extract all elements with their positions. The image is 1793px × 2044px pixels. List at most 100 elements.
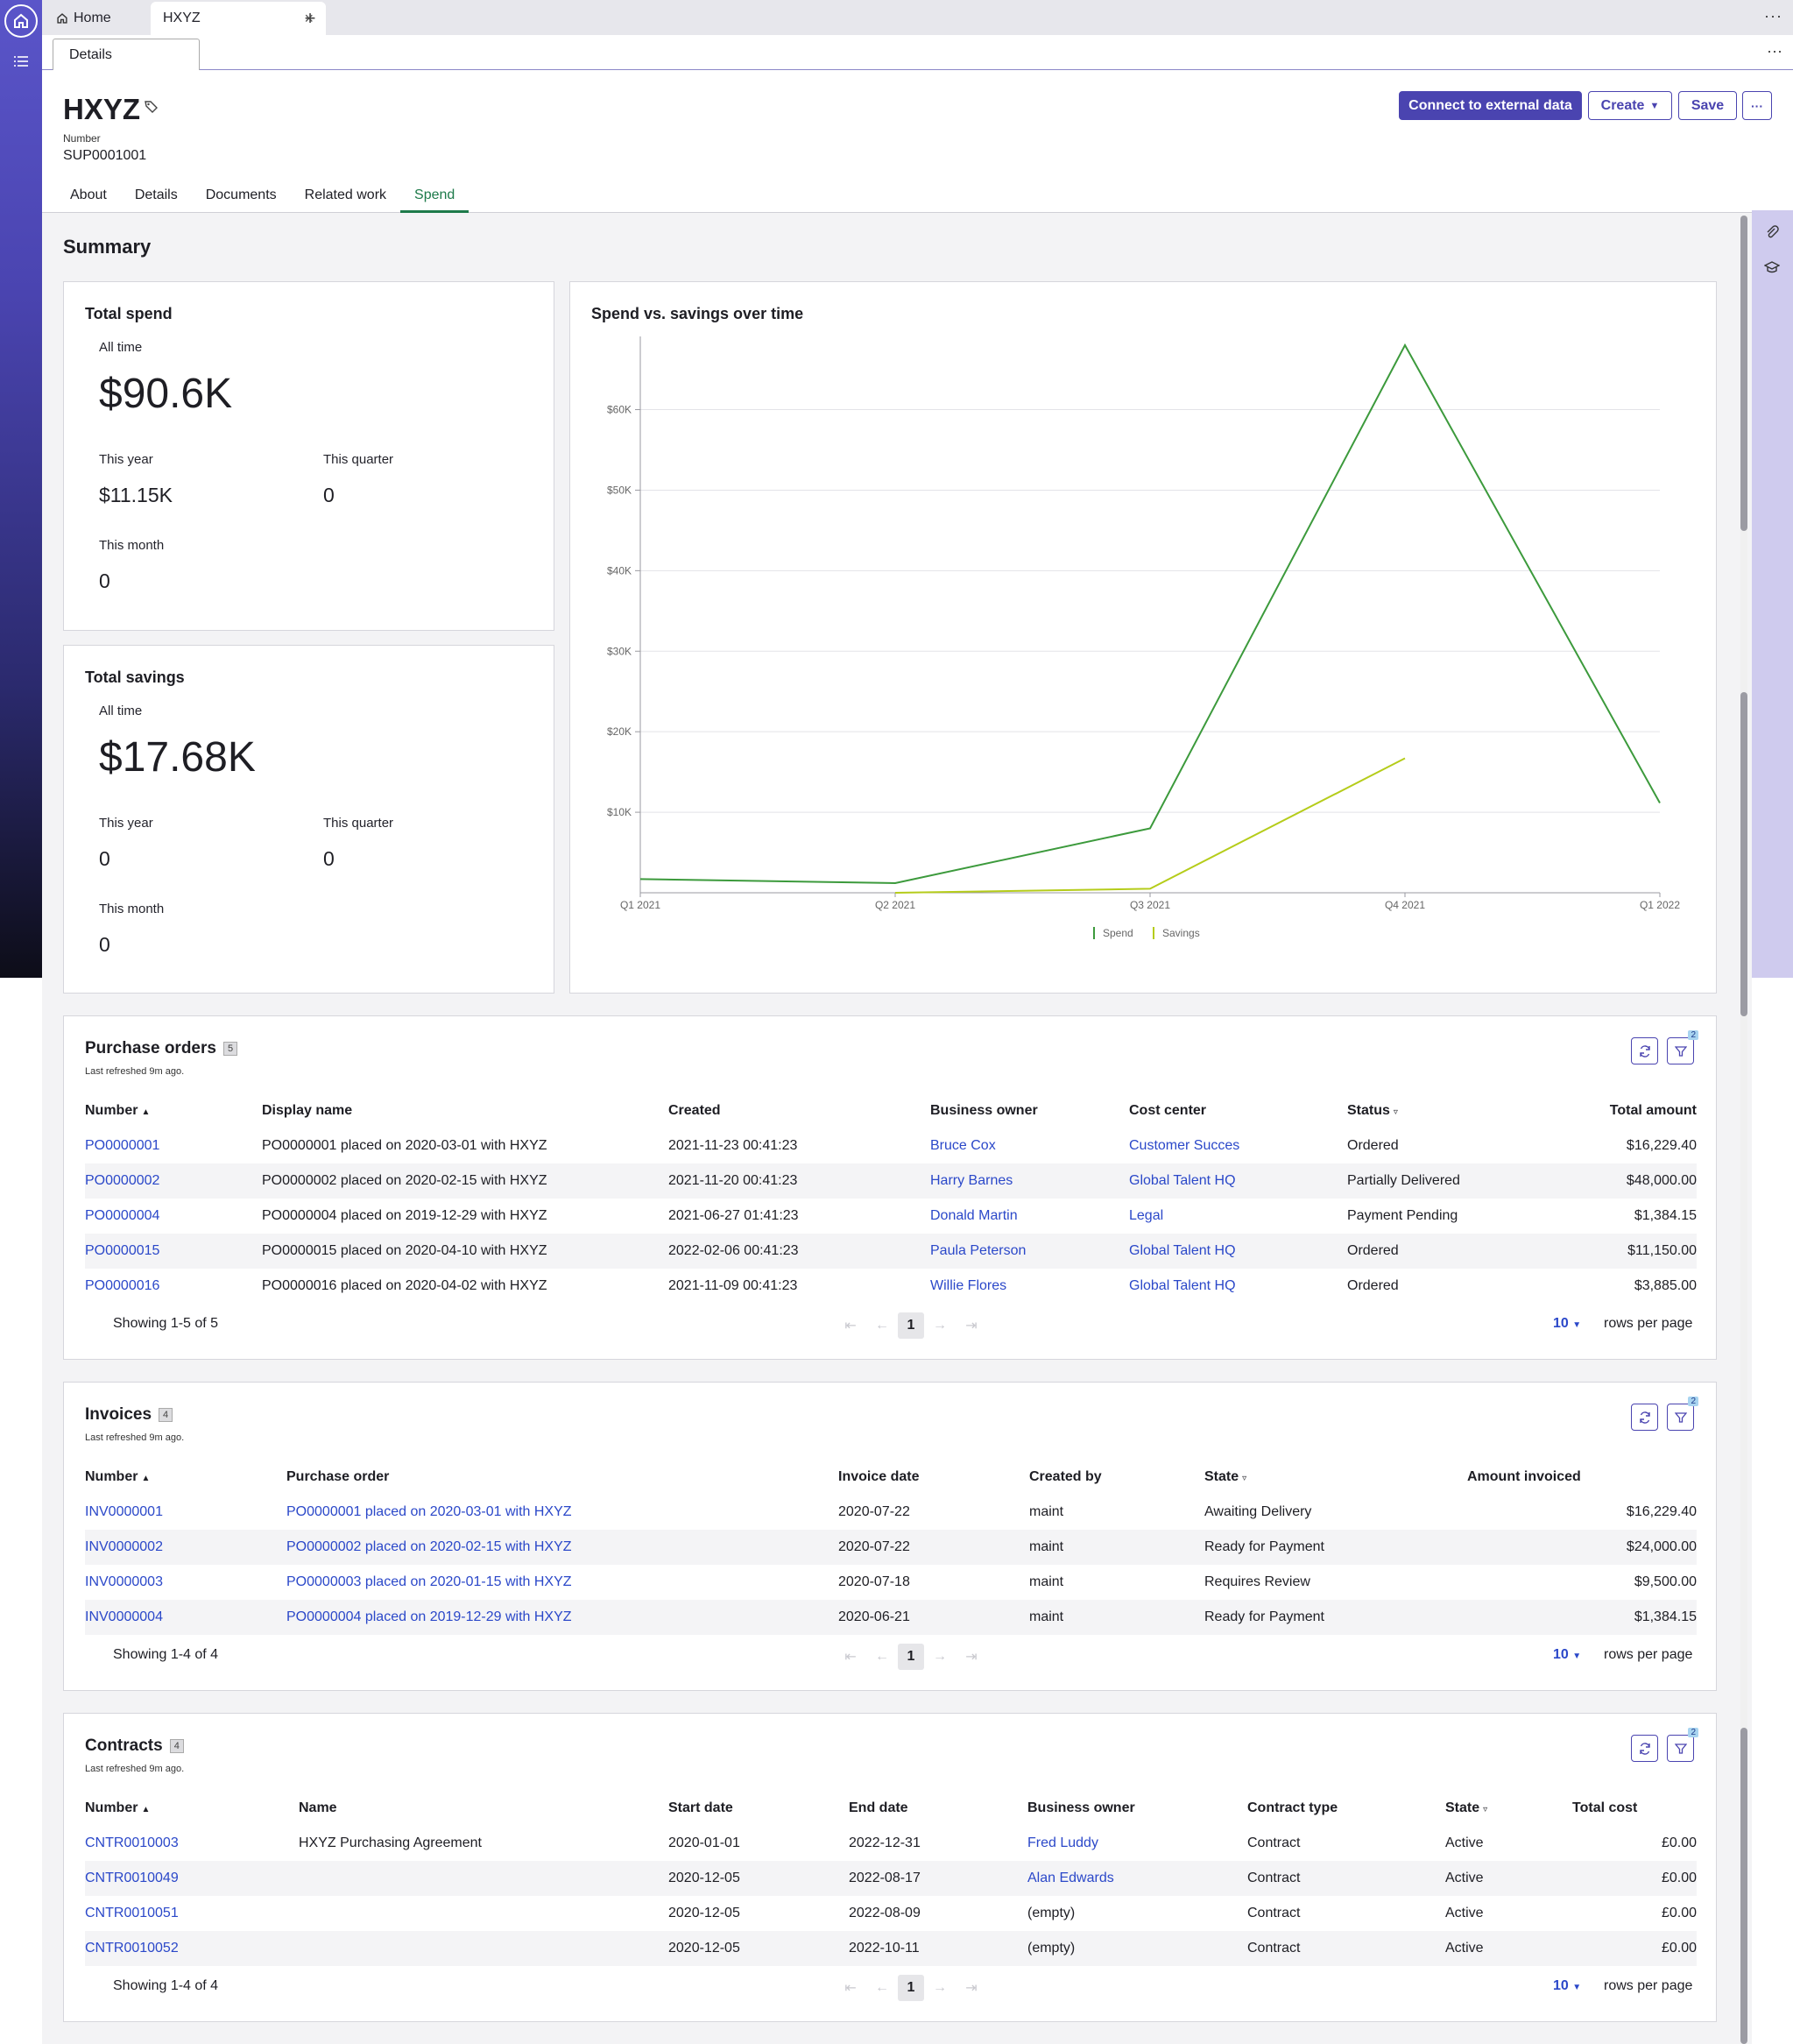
last-page-icon[interactable]: ⇥ — [965, 1650, 978, 1665]
first-page-icon[interactable]: ⇤ — [844, 1981, 857, 1996]
refresh-button[interactable] — [1631, 1735, 1658, 1762]
business-owner-link[interactable]: Willie Flores — [930, 1278, 1007, 1293]
column-header-total-cost[interactable]: Total cost — [1572, 1800, 1638, 1815]
business-owner-link[interactable]: Fred Luddy — [1027, 1835, 1098, 1850]
prev-page-icon[interactable]: ← — [875, 1649, 889, 1664]
column-header-created-by[interactable]: Created by — [1029, 1469, 1102, 1484]
page-number[interactable]: 1 — [898, 1975, 924, 2001]
business-owner-link[interactable]: Paula Peterson — [930, 1243, 1027, 1258]
column-header-state[interactable]: State ▿ — [1204, 1460, 1467, 1495]
contract-number-link[interactable]: CNTR0010003 — [85, 1835, 179, 1850]
cost-center-link[interactable]: Global Talent HQ — [1129, 1278, 1236, 1293]
refresh-button[interactable] — [1631, 1037, 1658, 1064]
cost-center-link[interactable]: Legal — [1129, 1208, 1164, 1223]
tab-spend[interactable]: Spend — [400, 187, 469, 213]
purchase-order-link[interactable]: PO0000002 placed on 2020-02-15 with HXYZ — [286, 1539, 572, 1554]
contract-number-link[interactable]: CNTR0010052 — [85, 1941, 179, 1956]
column-header-start-date[interactable]: Start date — [668, 1800, 733, 1815]
column-header-business-owner[interactable]: Business owner — [1027, 1800, 1135, 1815]
column-header-total-amount[interactable]: Total amount — [1609, 1103, 1697, 1118]
cost-center-link[interactable]: Customer Succes — [1129, 1138, 1240, 1153]
filter-button[interactable]: 2 — [1667, 1728, 1698, 1762]
filter-icon: ▿ — [1242, 1474, 1247, 1483]
scrollbar-thumb[interactable] — [1740, 692, 1747, 1016]
tab-record[interactable]: HXYZ × — [151, 2, 326, 35]
column-header-state[interactable]: State ▿ — [1445, 1791, 1572, 1826]
tab-documents[interactable]: Documents — [205, 187, 277, 202]
first-page-icon[interactable]: ⇤ — [844, 1319, 857, 1333]
subtab-details[interactable]: Details — [53, 39, 200, 71]
last-page-icon[interactable]: ⇥ — [965, 1981, 978, 1996]
po-number-link[interactable]: PO0000002 — [85, 1173, 160, 1188]
prev-page-icon[interactable]: ← — [875, 1318, 889, 1333]
add-tab-button[interactable]: + — [304, 7, 316, 29]
page-number[interactable]: 1 — [898, 1644, 924, 1670]
next-page-icon[interactable]: → — [933, 1649, 947, 1664]
invoice-number-link[interactable]: INV0000001 — [85, 1504, 163, 1519]
business-owner-link[interactable]: Bruce Cox — [930, 1138, 996, 1153]
tab-related-work[interactable]: Related work — [304, 187, 387, 202]
column-header-display-name[interactable]: Display name — [262, 1103, 353, 1118]
first-page-icon[interactable]: ⇤ — [844, 1650, 857, 1665]
purchase-order-link[interactable]: PO0000003 placed on 2020-01-15 with HXYZ — [286, 1574, 572, 1589]
purchase-order-link[interactable]: PO0000004 placed on 2019-12-29 with HXYZ — [286, 1609, 572, 1624]
more-icon[interactable]: ··· — [1764, 7, 1782, 25]
po-number-link[interactable]: PO0000004 — [85, 1208, 160, 1223]
paperclip-icon[interactable] — [1764, 224, 1780, 240]
save-button[interactable]: Save — [1678, 91, 1737, 120]
cost-center-link[interactable]: Global Talent HQ — [1129, 1243, 1236, 1258]
column-header-business-owner[interactable]: Business owner — [930, 1103, 1038, 1118]
page-number[interactable]: 1 — [898, 1312, 924, 1339]
home-icon[interactable] — [4, 4, 38, 38]
column-header-contract-type[interactable]: Contract type — [1247, 1800, 1338, 1815]
business-owner-link[interactable]: Harry Barnes — [930, 1173, 1013, 1188]
rows-per-page-select[interactable]: 10 ▼ — [1553, 1978, 1581, 1994]
more-icon[interactable]: ··· — [1767, 42, 1782, 60]
list-icon[interactable] — [12, 53, 30, 70]
close-icon[interactable]: × — [304, 9, 314, 27]
invoice-number-link[interactable]: INV0000003 — [85, 1574, 163, 1589]
prev-page-icon[interactable]: ← — [875, 1980, 889, 1995]
po-number-link[interactable]: PO0000015 — [85, 1243, 160, 1258]
scrollbar-thumb[interactable] — [1740, 1728, 1747, 2044]
column-header-number[interactable]: Number ▲ — [85, 1791, 299, 1826]
rows-per-page-select[interactable]: 10 ▼ — [1553, 1316, 1581, 1332]
column-header-purchase-order[interactable]: Purchase order — [286, 1469, 390, 1484]
tab-home[interactable]: Home — [49, 2, 145, 35]
tag-icon[interactable] — [144, 99, 159, 115]
more-actions-button[interactable]: ··· — [1742, 91, 1772, 120]
invoice-number-link[interactable]: INV0000004 — [85, 1609, 163, 1624]
column-header-invoice-date[interactable]: Invoice date — [838, 1469, 920, 1484]
column-header-created[interactable]: Created — [668, 1103, 721, 1118]
column-header-status[interactable]: Status ▿ — [1347, 1093, 1550, 1128]
column-header-cost-center[interactable]: Cost center — [1129, 1103, 1207, 1118]
scrollbar[interactable] — [1740, 216, 1747, 2044]
column-header-number[interactable]: Number ▲ — [85, 1460, 286, 1495]
last-page-icon[interactable]: ⇥ — [965, 1319, 978, 1333]
cost-center-link[interactable]: Global Talent HQ — [1129, 1173, 1236, 1188]
column-header-amount-invoiced[interactable]: Amount invoiced — [1467, 1469, 1581, 1484]
column-header-end-date[interactable]: End date — [849, 1800, 908, 1815]
column-header-name[interactable]: Name — [299, 1800, 337, 1815]
column-header-number[interactable]: Number ▲ — [85, 1093, 262, 1128]
graduation-cap-icon[interactable] — [1763, 259, 1781, 275]
invoice-number-link[interactable]: INV0000002 — [85, 1539, 163, 1554]
tab-details[interactable]: Details — [134, 187, 178, 202]
business-owner-link[interactable]: Alan Edwards — [1027, 1871, 1114, 1885]
filter-button[interactable]: 2 — [1667, 1030, 1698, 1064]
purchase-order-link[interactable]: PO0000001 placed on 2020-03-01 with HXYZ — [286, 1504, 572, 1519]
tab-about[interactable]: About — [70, 187, 107, 202]
business-owner-link[interactable]: Donald Martin — [930, 1208, 1018, 1223]
next-page-icon[interactable]: → — [933, 1318, 947, 1333]
rows-per-page-select[interactable]: 10 ▼ — [1553, 1647, 1581, 1663]
connect-external-data-button[interactable]: Connect to external data — [1399, 91, 1582, 120]
create-button[interactable]: Create ▼ — [1588, 91, 1672, 120]
po-number-link[interactable]: PO0000016 — [85, 1278, 160, 1293]
scrollbar-thumb[interactable] — [1740, 216, 1747, 531]
filter-button[interactable]: 2 — [1667, 1397, 1698, 1431]
refresh-button[interactable] — [1631, 1404, 1658, 1431]
po-number-link[interactable]: PO0000001 — [85, 1138, 160, 1153]
contract-number-link[interactable]: CNTR0010051 — [85, 1906, 179, 1920]
contract-number-link[interactable]: CNTR0010049 — [85, 1871, 179, 1885]
next-page-icon[interactable]: → — [933, 1980, 947, 1995]
